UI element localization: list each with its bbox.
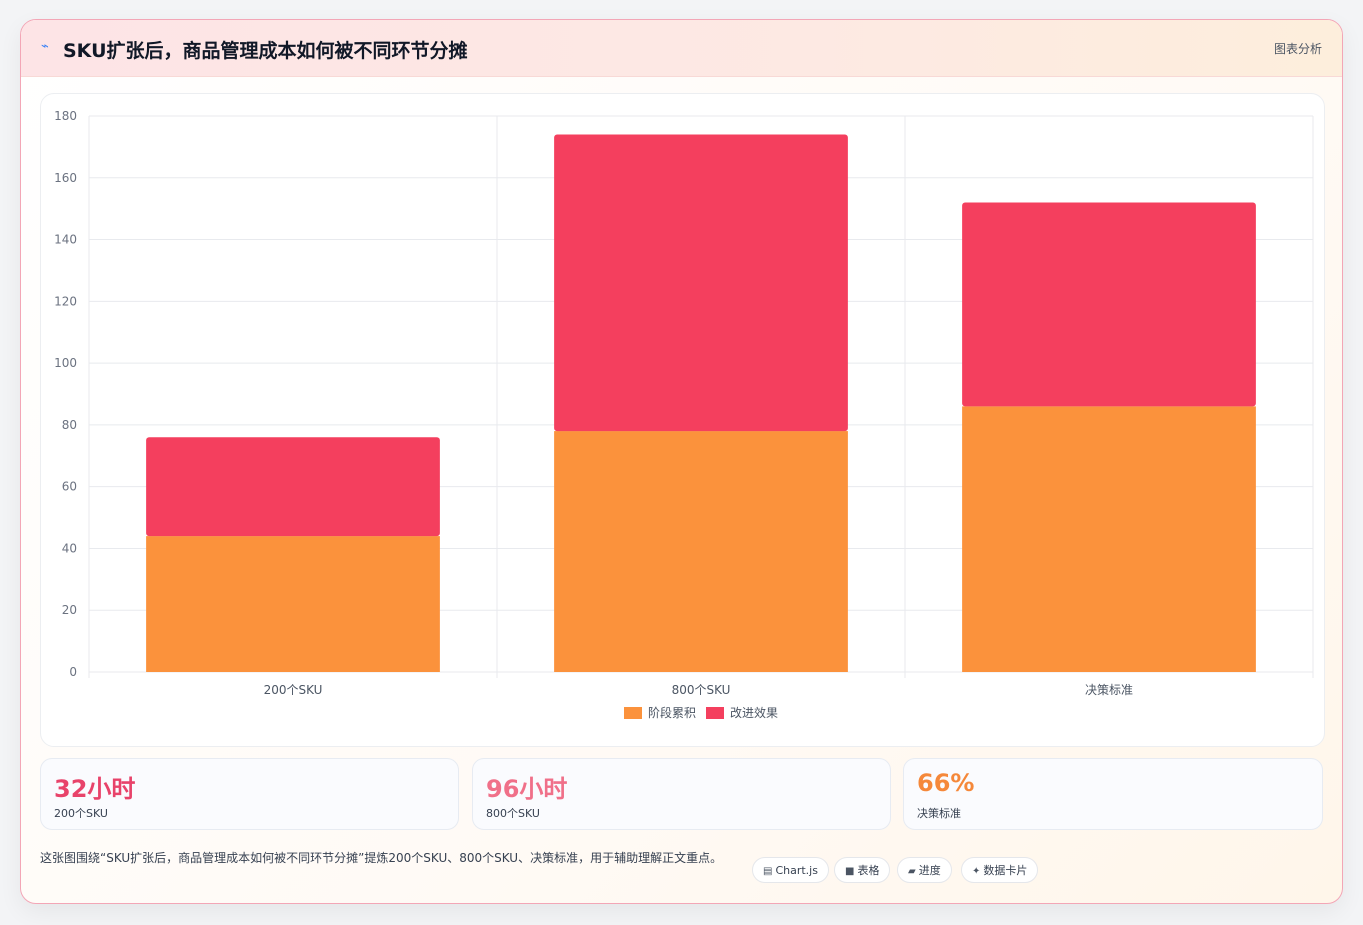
y-tick-label: 0: [69, 665, 77, 679]
bar-improvement: [554, 134, 848, 432]
chip-label: 进度: [918, 864, 941, 877]
chip-table[interactable]: ■ 表格: [834, 857, 891, 883]
legend-label: 阶段累积: [648, 705, 696, 720]
chart-card: ⌁ SKU扩张后，商品管理成本如何被不同环节分摊 图表分析 0 20 40 60 80 1…: [20, 19, 1343, 904]
stat-value: 32小时: [54, 775, 136, 803]
table-icon: ■: [845, 866, 855, 877]
stat-label: 200个SKU: [54, 807, 108, 820]
bar-stage-cumulative: [962, 406, 1256, 672]
chip-progress[interactable]: ▰ 进度: [897, 857, 952, 883]
bar-stage-cumulative: [554, 431, 848, 672]
chip-chartjs[interactable]: ▤ Chart.js: [752, 857, 829, 883]
x-tick-label: 800个SKU: [672, 683, 731, 697]
trend-icon: ⌁: [41, 39, 49, 54]
chart-analysis-label: 图表分析: [1273, 42, 1322, 56]
card-header: ⌁ SKU扩张后，商品管理成本如何被不同环节分摊 图表分析: [21, 20, 1342, 77]
chip-data-card[interactable]: ✦ 数据卡片: [961, 857, 1039, 883]
chip-label: 表格: [857, 864, 880, 877]
stat-cards: 32小时 200个SKU 96小时 800个SKU 66% 决策标准: [40, 758, 1323, 830]
sparkle-icon: ✦: [972, 866, 981, 877]
chip-label: 数据卡片: [983, 864, 1028, 877]
bar-improvement: [962, 202, 1256, 407]
stat-label: 决策标准: [917, 807, 961, 820]
stat-value: 66%: [917, 769, 975, 797]
stat-value: 96小时: [486, 775, 568, 803]
chart-icon: ▤: [763, 866, 773, 877]
y-tick-label: 100: [54, 356, 77, 370]
y-tick-label: 140: [54, 233, 77, 247]
y-tick-label: 40: [62, 541, 77, 555]
x-tick-label: 决策标准: [1085, 683, 1133, 697]
chip-label: Chart.js: [775, 864, 818, 877]
stat-card-2: 66% 决策标准: [903, 758, 1323, 830]
chart-description: 这张图围绕“SKU扩张后，商品管理成本如何被不同环节分摊”提炼200个SKU、8…: [40, 851, 723, 865]
y-tick-label: 180: [54, 109, 77, 123]
stat-card-1: 96小时 800个SKU: [472, 758, 891, 830]
y-tick-label: 20: [62, 603, 77, 617]
stat-label: 800个SKU: [486, 807, 540, 820]
stacked-bar-chart: 0 20 40 60 80 100 120 140 160 180 200个SKU 800个SKU 决策…: [54, 109, 1314, 720]
y-tick-label: 120: [54, 294, 77, 308]
stat-card-0: 32小时 200个SKU: [40, 758, 459, 830]
y-tick-label: 160: [54, 171, 77, 185]
legend-swatch: [624, 707, 642, 719]
legend-label: 改进效果: [730, 705, 778, 720]
y-tick-label: 80: [62, 418, 77, 432]
y-tick-label: 60: [62, 480, 77, 494]
bar-stage-cumulative: [146, 536, 440, 672]
legend-swatch: [706, 707, 724, 719]
x-tick-label: 200个SKU: [264, 683, 323, 697]
progress-icon: ▰: [908, 866, 916, 877]
page-title: SKU扩张后，商品管理成本如何被不同环节分摊: [63, 40, 468, 62]
chart-panel: 0 20 40 60 80 100 120 140 160 180 200个SKU 800个SKU 决策…: [40, 93, 1325, 747]
bar-improvement: [146, 437, 440, 537]
